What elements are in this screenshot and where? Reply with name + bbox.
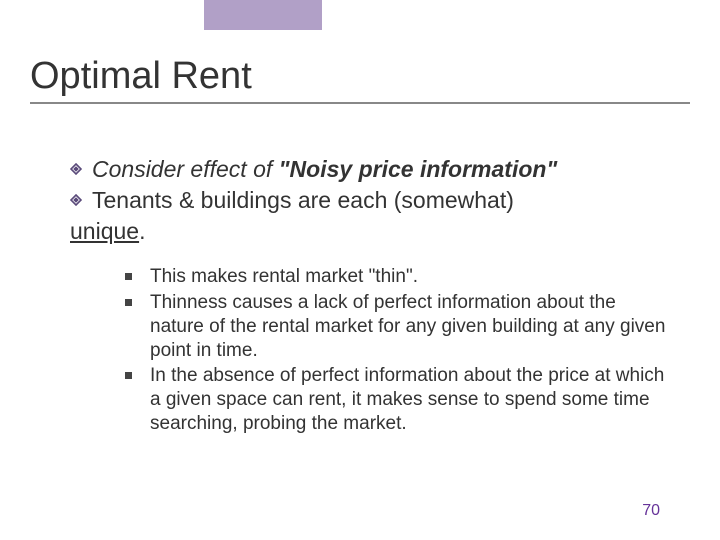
square-bullet-icon: [125, 372, 132, 379]
slide-title-block: Optimal Rent: [30, 55, 690, 110]
bullet-text: Consider effect of "Noisy price informat…: [92, 155, 670, 184]
square-bullet-icon: [125, 299, 132, 306]
bullet-text: unique.: [70, 217, 670, 246]
bullet-lvl1-continuation: unique.: [70, 217, 670, 246]
bullet-lvl2: In the absence of perfect information ab…: [125, 364, 670, 435]
bullet-text: Thinness causes a lack of perfect inform…: [150, 291, 670, 362]
bullet-lvl1: Tenants & buildings are each (somewhat): [70, 186, 670, 215]
bullet-prefix: Consider effect of: [92, 156, 279, 182]
bullet-line1: Tenants & buildings are each (somewhat): [92, 187, 514, 213]
content-area: Consider effect of "Noisy price informat…: [70, 155, 670, 438]
slide-title: Optimal Rent: [30, 55, 252, 97]
bullet-lvl2: Thinness causes a lack of perfect inform…: [125, 291, 670, 362]
bullet-bold: "Noisy price information": [279, 156, 558, 182]
bullet-after: .: [139, 218, 145, 244]
sub-bullets: This makes rental market "thin". Thinnes…: [125, 265, 670, 435]
square-bullet-icon: [125, 273, 132, 280]
bullet-text: Tenants & buildings are each (somewhat): [92, 186, 670, 215]
bullet-underlined: unique: [70, 218, 139, 244]
bullet-lvl1: Consider effect of "Noisy price informat…: [70, 155, 670, 184]
title-underline: [30, 102, 690, 104]
bullet-lvl2: This makes rental market "thin".: [125, 265, 670, 289]
page-number: 70: [642, 502, 660, 520]
diamond-bullet-icon: [70, 194, 82, 206]
bullet-text: In the absence of perfect information ab…: [150, 364, 670, 435]
top-accent-bar: [204, 0, 322, 30]
diamond-bullet-icon: [70, 163, 82, 175]
bullet-text: This makes rental market "thin".: [150, 265, 670, 289]
